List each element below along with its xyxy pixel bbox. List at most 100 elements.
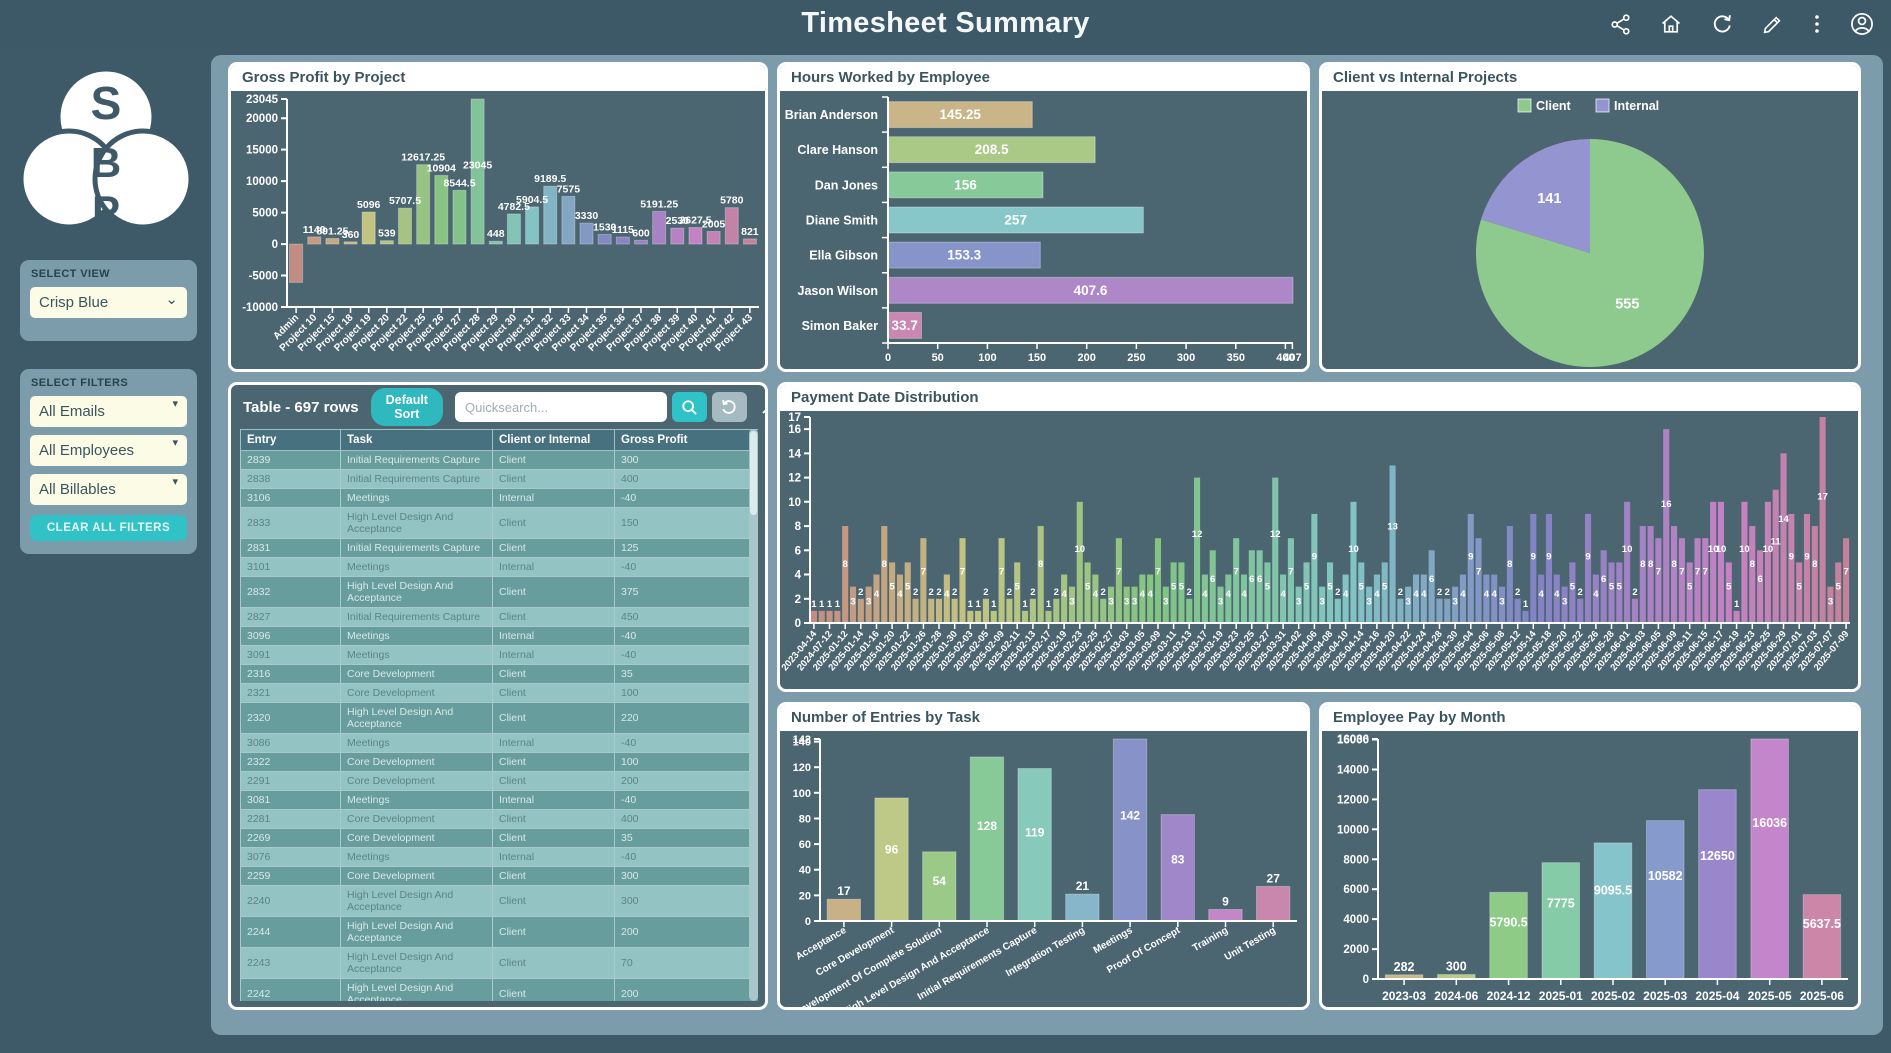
table-row[interactable]: 2244 High Level Design And Acceptance Clie…	[240, 916, 758, 948]
table-cell: Meetings	[340, 488, 493, 508]
svg-text:5: 5	[1179, 581, 1185, 592]
table-cell: Meetings	[340, 847, 493, 867]
table-cell: 100	[614, 752, 758, 772]
table-row[interactable]: 2833 High Level Design And Acceptance Clie…	[240, 507, 758, 539]
svg-text:6: 6	[1249, 574, 1254, 585]
table-cell: 150	[614, 507, 758, 539]
table-row[interactable]: 3091 Meetings Internal -40	[240, 645, 758, 665]
svg-text:2627.5: 2627.5	[679, 215, 711, 227]
table-row[interactable]: 2831 Initial Requirements Capture Client 12…	[240, 538, 758, 558]
table-cell: 300	[614, 885, 758, 917]
table-row[interactable]: 2321 Core Development Client 100	[240, 683, 758, 703]
svg-text:128: 128	[977, 819, 997, 833]
svg-text:5780: 5780	[720, 195, 744, 207]
table-cell: 450	[614, 607, 758, 627]
table-row[interactable]: 2322 Core Development Client 100	[240, 752, 758, 772]
billables-filter-select[interactable]: All Billables	[30, 474, 187, 505]
reset-search-button[interactable]	[711, 392, 747, 422]
svg-text:9: 9	[1585, 551, 1590, 562]
svg-text:250: 250	[1127, 352, 1145, 364]
svg-text:100: 100	[793, 788, 811, 800]
svg-text:10: 10	[1716, 544, 1727, 555]
svg-text:2: 2	[913, 587, 918, 598]
column-header[interactable]: Client or Internal	[492, 429, 615, 451]
svg-text:5: 5	[1171, 581, 1177, 592]
svg-text:10: 10	[1622, 544, 1633, 555]
svg-text:8: 8	[1648, 559, 1653, 570]
svg-text:Unit Testing: Unit Testing	[1223, 925, 1278, 963]
table-row[interactable]: 3076 Meetings Internal -40	[240, 847, 758, 867]
payment-date-card: Payment Date Distribution 0 2 4 6 8 10 12 14 16 1…	[777, 382, 1861, 692]
expand-table-icon[interactable]	[759, 397, 768, 417]
table-cell: High Level Design And Acceptance	[340, 576, 493, 608]
column-header[interactable]: Entry	[240, 429, 341, 451]
share-icon[interactable]	[1609, 13, 1632, 36]
table-cell: Client	[492, 866, 615, 886]
table-row[interactable]: 2259 Core Development Client 300	[240, 866, 758, 886]
svg-text:14000: 14000	[1337, 765, 1369, 777]
svg-text:145.25: 145.25	[940, 107, 982, 122]
emails-filter-select[interactable]: All Emails	[30, 396, 187, 427]
svg-text:821: 821	[741, 226, 759, 238]
home-icon[interactable]	[1659, 12, 1683, 36]
table-row[interactable]: 3101 Meetings Internal -40	[240, 557, 758, 577]
svg-text:1: 1	[827, 599, 833, 610]
table-row[interactable]: 2316 Core Development Client 35	[240, 664, 758, 684]
table-cell: 2243	[240, 947, 341, 979]
clear-all-filters-button[interactable]: CLEAR ALL FILTERS	[30, 515, 187, 541]
default-sort-button[interactable]: Default Sort	[370, 388, 443, 426]
header-actions	[1609, 0, 1875, 48]
svg-text:23045: 23045	[246, 94, 279, 106]
table-cell: 2839	[240, 450, 341, 470]
search-button[interactable]	[671, 392, 707, 422]
table-row[interactable]: 3106 Meetings Internal -40	[240, 488, 758, 508]
table-cell: -40	[614, 733, 758, 753]
table-row[interactable]: 2839 Initial Requirements Capture Client 30…	[240, 450, 758, 470]
svg-text:142: 142	[793, 734, 811, 746]
kebab-menu-icon[interactable]	[1812, 12, 1822, 36]
table-row[interactable]: 2291 Core Development Client 200	[240, 771, 758, 791]
table-row[interactable]: 2832 High Level Design And Acceptance Clie…	[240, 576, 758, 608]
table-scrollbar[interactable]	[749, 429, 758, 1001]
svg-text:2025-01: 2025-01	[1539, 989, 1583, 1003]
svg-text:5: 5	[1265, 581, 1271, 592]
edit-icon[interactable]	[1761, 12, 1785, 36]
employees-filter-select[interactable]: All Employees	[30, 435, 187, 466]
table-row[interactable]: 2838 Initial Requirements Capture Client 40…	[240, 469, 758, 489]
svg-text:3: 3	[1828, 597, 1833, 608]
table-row[interactable]: 3086 Meetings Internal -40	[240, 733, 758, 753]
table-row[interactable]: 2242 High Level Design And Acceptance Clie…	[240, 978, 758, 1001]
table-row[interactable]: 3081 Meetings Internal -40	[240, 790, 758, 810]
svg-text:1: 1	[811, 599, 817, 610]
search-icon	[682, 399, 697, 415]
svg-text:4: 4	[1421, 589, 1427, 600]
table-row[interactable]: 2320 High Level Design And Acceptance Clie…	[240, 702, 758, 734]
column-header[interactable]: Gross Profit	[614, 429, 758, 451]
quicksearch-input[interactable]	[454, 392, 667, 422]
svg-text:9: 9	[1546, 551, 1551, 562]
svg-text:-10000: -10000	[242, 302, 278, 314]
svg-text:6: 6	[1429, 574, 1434, 585]
table-cell: Internal	[492, 790, 615, 810]
table-row[interactable]: 2827 Initial Requirements Capture Client 45…	[240, 607, 758, 627]
table-row[interactable]: 2240 High Level Design And Acceptance Clie…	[240, 885, 758, 917]
svg-text:96: 96	[885, 843, 899, 857]
view-select[interactable]: Crisp Blue	[30, 287, 187, 318]
svg-text:10582: 10582	[1648, 869, 1683, 883]
column-header[interactable]: Task	[340, 429, 493, 451]
table-cell: 2240	[240, 885, 341, 917]
table-row[interactable]: 2269 Core Development Client 35	[240, 828, 758, 848]
table-row[interactable]: 2243 High Level Design And Acceptance Clie…	[240, 947, 758, 979]
table-row[interactable]: 3096 Meetings Internal -40	[240, 626, 758, 646]
account-icon[interactable]	[1849, 11, 1875, 37]
scrollbar-thumb[interactable]	[750, 431, 757, 515]
table-row[interactable]: 2281 Core Development Client 400	[240, 809, 758, 829]
client-vs-internal-pie-chart: 555 141 Client Internal	[1475, 98, 1704, 367]
select-filters-label: SELECT FILTERS	[31, 377, 129, 389]
table-cell: 2316	[240, 664, 341, 684]
svg-text:Dan Jones: Dan Jones	[815, 178, 878, 192]
svg-text:5: 5	[1687, 581, 1693, 592]
table-cell: 220	[614, 702, 758, 734]
refresh-icon[interactable]	[1710, 12, 1734, 36]
svg-text:2025-05: 2025-05	[1748, 989, 1792, 1003]
